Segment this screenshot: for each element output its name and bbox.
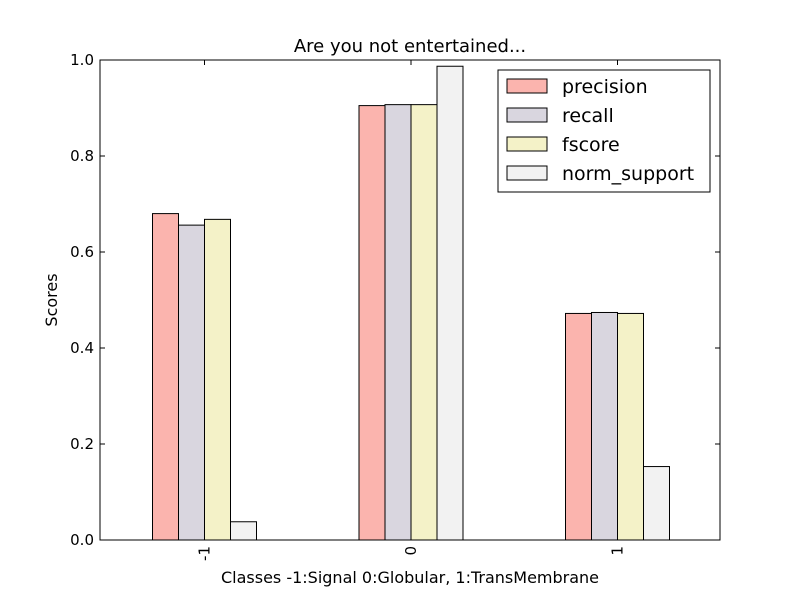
legend-swatch-norm_support	[506, 165, 548, 181]
x-axis: -1 0 1	[196, 60, 627, 561]
bar-precision-0	[358, 105, 386, 541]
legend-swatch-precision	[506, 78, 548, 94]
x-axis-label: Classes -1:Signal 0:Globular, 1:TransMem…	[221, 568, 599, 587]
legend-swatch-fscore	[506, 136, 548, 152]
legend-label-norm_support: norm_support	[562, 163, 694, 185]
y-tick-label: 0.6	[70, 243, 94, 261]
bar-precision--1	[152, 213, 179, 541]
bar-norm_support-1	[643, 466, 670, 541]
y-tick-label: 0.4	[70, 339, 94, 357]
bar-fscore--1	[204, 218, 231, 541]
x-tick-label: 1	[609, 546, 627, 556]
legend-label-precision: precision	[562, 76, 648, 98]
legend-label-fscore: fscore	[562, 134, 620, 156]
y-tick-label: 1.0	[70, 51, 94, 69]
x-tick-label: 0	[402, 546, 420, 556]
bar-norm_support-0	[436, 65, 464, 541]
chart-title: Are you not entertained...	[294, 36, 526, 57]
bars-group	[152, 65, 670, 541]
bar-recall-0	[384, 104, 412, 541]
y-tick-label: 0.2	[70, 435, 94, 453]
bar-fscore-0	[410, 104, 438, 541]
y-tick-label: 0.8	[70, 147, 94, 165]
bar-fscore-1	[617, 312, 644, 541]
y-tick-label: 0.0	[70, 531, 94, 549]
legend-swatch-recall	[506, 107, 548, 123]
y-axis-label: Scores	[42, 273, 61, 326]
plot-frame	[99, 59, 721, 541]
bar-recall--1	[178, 224, 205, 541]
y-axis: 0.0 0.2 0.4 0.6 0.8 1.0	[70, 51, 720, 549]
legend: precision recall fscore norm_support	[497, 69, 711, 193]
legend-label-recall: recall	[562, 105, 614, 127]
bar-recall-1	[591, 311, 618, 541]
bar-norm_support--1	[230, 521, 257, 541]
bar-precision-1	[565, 312, 592, 541]
x-tick-label: -1	[196, 546, 214, 561]
